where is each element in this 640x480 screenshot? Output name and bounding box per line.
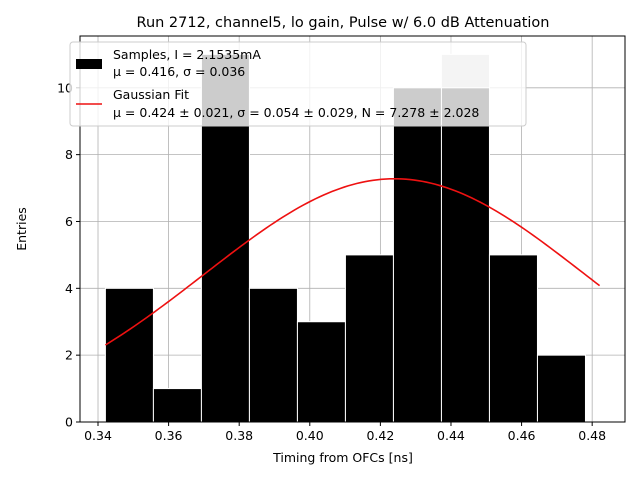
x-tick-label: 0.48 (578, 428, 606, 443)
chart-title: Run 2712, channel5, lo gain, Pulse w/ 6.… (137, 15, 550, 31)
bar (344, 254, 394, 423)
bar (536, 354, 586, 423)
gaussian-fit (104, 177, 601, 346)
bar (440, 87, 490, 423)
bar (296, 321, 346, 423)
legend-samples-line1: Samples, I = 2.1535mA (113, 47, 261, 62)
x-tick-label: 0.42 (366, 428, 394, 443)
y-axis-ticks: 0 2 4 6 8 10 (57, 80, 80, 430)
legend: Samples, I = 2.1535mA μ = 0.416, σ = 0.0… (69, 41, 527, 127)
x-tick-label: 0.34 (84, 428, 112, 443)
legend-swatch-samples (76, 59, 102, 69)
bar (104, 287, 154, 423)
y-tick-label: 8 (65, 147, 73, 162)
plot-frame (79, 35, 626, 423)
x-tick-label: 0.46 (508, 428, 536, 443)
legend-fit-line2: μ = 0.424 ± 0.021, σ = 0.054 ± 0.029, N … (113, 105, 479, 120)
y-tick-label: 10 (57, 80, 73, 95)
legend-box (69, 41, 527, 127)
y-tick-label: 6 (65, 214, 73, 229)
x-tick-label: 0.44 (437, 428, 465, 443)
y-tick-label: 2 (65, 348, 73, 363)
y-tick-label: 0 (65, 415, 73, 430)
x-axis-ticks: 0.34 0.36 0.38 0.40 0.42 0.44 0.46 0.48 (84, 422, 606, 443)
bar (248, 287, 298, 423)
y-tick-label: 4 (65, 281, 73, 296)
bar (392, 87, 442, 423)
x-axis-label: Timing from OFCs [ns] (272, 450, 413, 465)
x-tick-label: 0.40 (296, 428, 324, 443)
bar (488, 254, 538, 423)
x-tick-label: 0.38 (225, 428, 253, 443)
legend-fit-line1: Gaussian Fit (113, 87, 189, 102)
fit-curve (104, 177, 601, 346)
y-axis-label: Entries (14, 207, 29, 251)
legend-samples-line2: μ = 0.416, σ = 0.036 (113, 64, 245, 79)
bar (152, 388, 202, 423)
x-tick-label: 0.36 (155, 428, 183, 443)
